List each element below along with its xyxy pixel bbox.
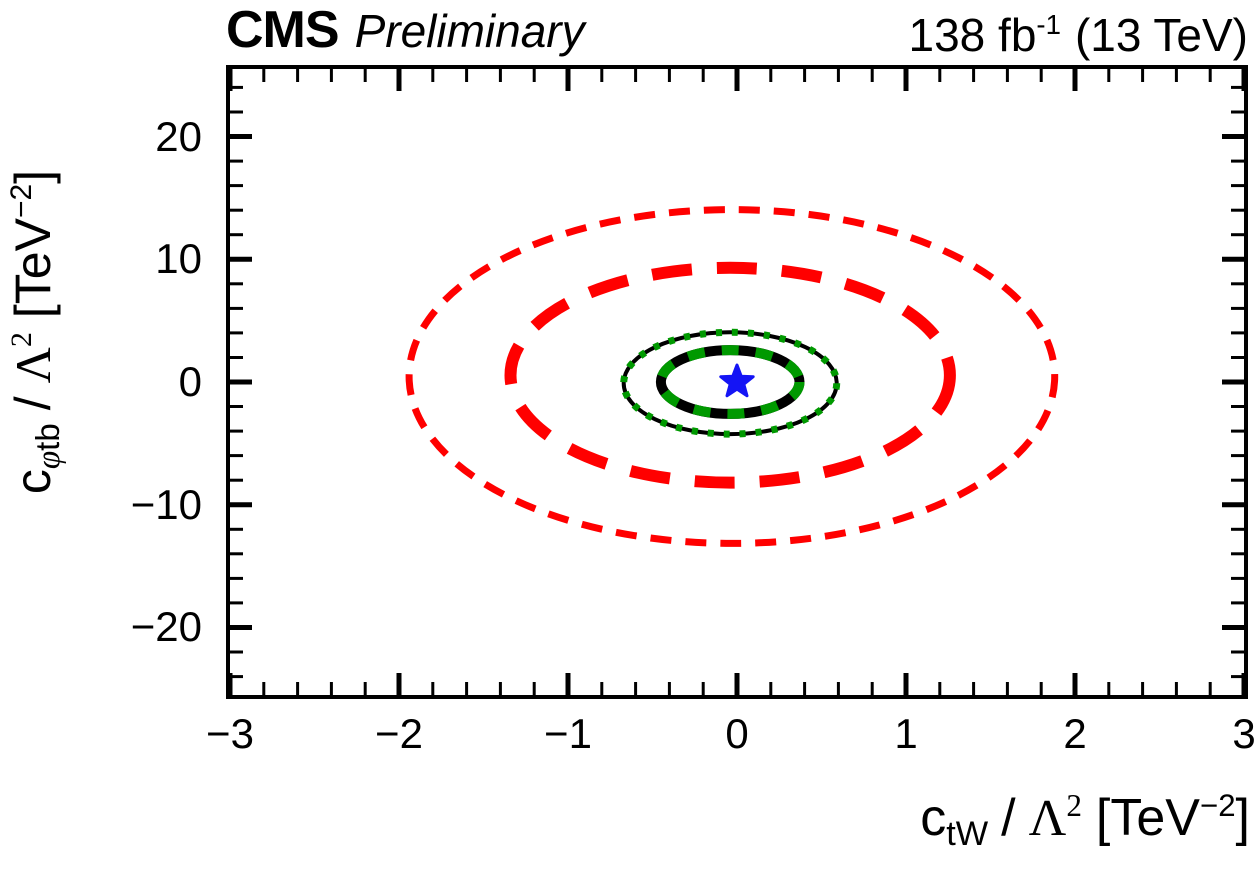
y-unit-exponent: −2 bbox=[5, 183, 39, 219]
contour-plot-canvas bbox=[230, 69, 1244, 695]
y-lambda-exponent: 2 bbox=[5, 332, 39, 348]
experiment-label: CMS bbox=[226, 1, 340, 59]
y-unit-close: ] bbox=[5, 169, 61, 184]
x-lambda-exponent: 2 bbox=[1066, 787, 1082, 823]
y-tick-label: 0 bbox=[178, 358, 202, 405]
lumi-energy-label: 138 fb-1 (13 TeV) bbox=[909, 8, 1248, 62]
contour-red-inner-thick-dashed bbox=[504, 261, 956, 489]
x-tick-label: 2 bbox=[1063, 710, 1087, 757]
status-label: Preliminary bbox=[354, 5, 585, 57]
x-coeff: c bbox=[920, 789, 947, 847]
contour-red-outer-thin-dashed bbox=[405, 206, 1059, 547]
x-unit-close: ] bbox=[1235, 789, 1250, 847]
x-slash: / bbox=[1001, 789, 1016, 847]
x-tick-label: 1 bbox=[894, 710, 918, 757]
y-axis-title: cφtb / Λ2 [TeV−2] bbox=[2, 64, 72, 600]
energy-label: (13 TeV) bbox=[1074, 9, 1248, 61]
x-tick-label: −3 bbox=[206, 710, 254, 757]
x-lambda-symbol: Λ bbox=[1028, 790, 1067, 847]
y-coeff: c bbox=[5, 469, 61, 495]
plot-frame bbox=[226, 65, 1248, 699]
y-coeff-sub-phi: φ bbox=[31, 450, 68, 470]
x-unit: [TeV bbox=[1095, 789, 1200, 847]
x-tick-label: 3 bbox=[1232, 710, 1256, 757]
x-tick-label: 0 bbox=[725, 710, 749, 757]
y-lambda-symbol: Λ bbox=[5, 347, 61, 384]
header-left: CMS Preliminary bbox=[226, 0, 585, 59]
lumi-exponent: -1 bbox=[1036, 8, 1061, 40]
x-tick-label: −2 bbox=[375, 710, 423, 757]
best-fit-star-marker bbox=[719, 363, 755, 398]
y-coeff-sub: tb bbox=[29, 423, 67, 451]
x-axis-title: ctW / Λ2 [TeV−2] bbox=[920, 787, 1250, 853]
y-slash: / bbox=[5, 396, 61, 411]
x-coeff-sub: tW bbox=[946, 814, 989, 853]
contour-green-inner-dashed bbox=[655, 345, 805, 419]
contour-green-outer-dotted bbox=[620, 328, 841, 438]
y-tick-label: 10 bbox=[155, 235, 202, 283]
y-tick-label: 20 bbox=[155, 112, 202, 160]
lumi-value: 138 fb bbox=[908, 9, 1037, 61]
x-unit-exponent: −2 bbox=[1199, 787, 1236, 823]
y-unit: [TeV bbox=[5, 218, 61, 319]
x-tick-label: −1 bbox=[544, 710, 592, 757]
y-tick-label: −20 bbox=[130, 603, 202, 651]
y-tick-label: −10 bbox=[130, 480, 202, 528]
